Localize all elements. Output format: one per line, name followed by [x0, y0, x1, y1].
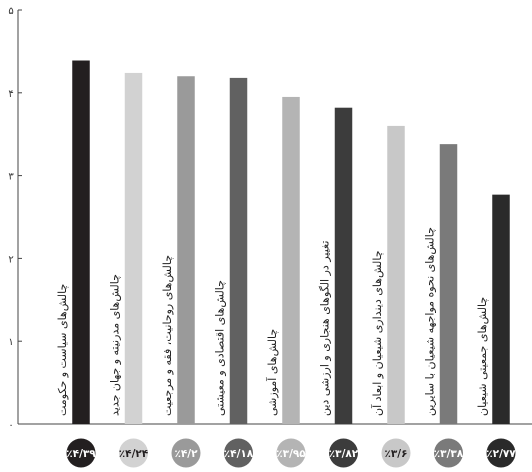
- data-label-text: ٪۳/۹۵: [276, 448, 306, 460]
- data-label-badge: [381, 438, 411, 468]
- bar-category-label: چالش‌های دینداری شیعیان و ابعاد آن: [370, 250, 384, 416]
- y-tick-label: ۵: [8, 6, 13, 17]
- bar: [72, 60, 90, 425]
- bar-category-label: چالش‌های نحوه مواجهه شیعیان با سایرین: [424, 227, 437, 416]
- y-tick-label: ۳: [8, 172, 14, 183]
- bar-label-layer: چالش‌های سیاست و حکومت چالش‌های مدرنیته و…: [56, 227, 489, 416]
- data-label-badge: [66, 438, 96, 468]
- bar: [334, 107, 353, 424]
- data-label-text: ٪۴/۲۴: [119, 448, 149, 460]
- bar: [439, 144, 458, 425]
- bar-category-label: تغییر در الگوهای هنجاری و ارزشی دین: [319, 241, 332, 416]
- bar-layer: [72, 60, 510, 425]
- bar: [229, 77, 248, 425]
- bar: [387, 125, 405, 425]
- bar: [282, 96, 300, 424]
- y-tick-label: ۰: [8, 420, 13, 431]
- bar: [177, 76, 195, 425]
- data-label-text: ٪۳/۳۸: [434, 448, 464, 460]
- bar-category-label: چالش‌های آموزشی: [265, 329, 279, 416]
- data-label-badge: [224, 438, 253, 468]
- data-label-text: ٪۴/۳۹: [66, 448, 96, 460]
- bar-category-label: چالش‌های سیاست و حکومت: [56, 284, 69, 416]
- data-label-badge: [434, 438, 463, 468]
- bar-category-label: چالش‌های روحانیت، فقه و مرجعیت: [161, 255, 174, 416]
- data-label-text: ٪۲/۷۷: [486, 448, 516, 460]
- data-label-badge: [486, 438, 516, 468]
- bar-category-label: چالش‌های مدرنیته و جهان جدید: [109, 274, 122, 416]
- data-label-layer: ٪۴/۳۹ ٪۴/۲۴ ٪۴/۲ ٪۴/۱۸ ٪۳/۹۵ ٪۳/۸۲ ٪۳/۶ ٪۳/۳۸ ٪۲…: [66, 438, 516, 468]
- data-label-badge: [329, 438, 358, 468]
- y-tick-label: ۲: [8, 254, 13, 265]
- data-label-badge: [276, 438, 306, 468]
- data-label-text: ٪۳/۸۲: [329, 448, 359, 460]
- data-label-badge: [119, 438, 148, 468]
- data-label-text: ٪۴/۱۸: [224, 448, 254, 460]
- data-label-text: ٪۳/۶: [384, 448, 407, 460]
- y-tick-label: ۴: [8, 89, 13, 100]
- bar-category-label: چالش‌های جمعیتی شیعیان: [476, 297, 489, 416]
- data-label-text: ٪۴/۲: [174, 448, 198, 460]
- bar: [492, 194, 510, 424]
- bar-category-label: چالش‌های اقتصادی و معیشتی: [214, 280, 227, 416]
- y-tick-label: ۱: [8, 337, 13, 348]
- bar: [124, 72, 143, 424]
- data-label-badge: [171, 438, 201, 468]
